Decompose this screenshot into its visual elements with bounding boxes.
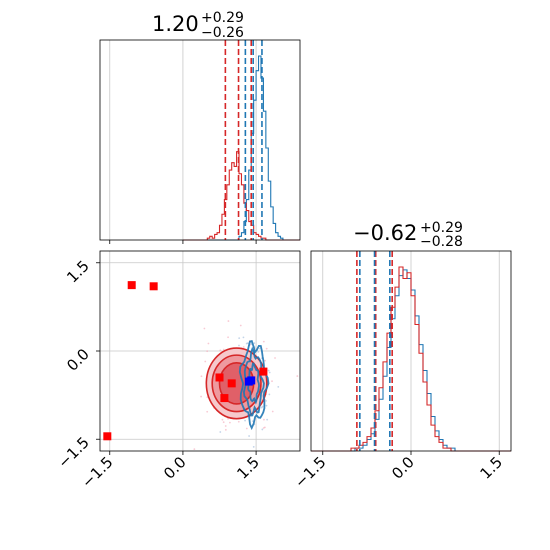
sample-red-29 <box>203 327 206 330</box>
sample-red-98 <box>271 410 274 413</box>
axis-ticks: −1.5 0.0 1.5 −1.5 0.0 1.5 −1.5 0.0 1.5 <box>54 240 506 492</box>
sample-red-194 <box>200 395 202 398</box>
sample-blue-3 <box>219 431 222 433</box>
joint-xtick-label-1: 0.0 <box>160 453 190 483</box>
sample-red-227 <box>245 427 248 430</box>
title-1-value: 1.20 <box>152 12 199 36</box>
sample-red-21 <box>206 350 209 353</box>
marker-red-6 <box>259 367 268 376</box>
sample-red-148 <box>200 375 203 378</box>
sample-red-26 <box>271 380 273 383</box>
sample-red-219 <box>263 426 266 429</box>
joint-ytick-label-1: 0.0 <box>63 345 93 375</box>
sample-blue-80 <box>246 342 249 345</box>
hist1-series-red <box>182 151 300 241</box>
marker-red-3 <box>215 373 224 382</box>
sample-blue-91 <box>266 418 269 421</box>
sample-red-196 <box>222 348 225 351</box>
hist1-frame <box>99 39 301 241</box>
sample-blue-78 <box>257 351 260 353</box>
joint-2d-panel <box>99 250 301 466</box>
title-2-plus: +0.29 <box>420 220 463 236</box>
sample-blue-192 <box>265 400 267 402</box>
title-2-minus: −0.28 <box>420 234 463 250</box>
sample-red-246 <box>264 359 267 362</box>
sample-red-62 <box>227 320 230 322</box>
sample-red-220 <box>239 324 242 327</box>
marker-red-4 <box>227 379 236 388</box>
sample-blue-163 <box>268 371 271 374</box>
sample-red-23 <box>219 349 222 352</box>
sample-red-210 <box>227 417 229 420</box>
sample-red-231 <box>222 421 225 424</box>
sample-blue-164 <box>244 419 246 422</box>
joint-ytick-label-0: −1.5 <box>54 433 92 471</box>
sample-blue-184 <box>268 393 271 396</box>
sample-blue-22 <box>248 435 250 437</box>
sample-red-256 <box>224 425 227 427</box>
sample-red-215 <box>207 342 210 345</box>
hist2-xtick-label-1: 0.0 <box>388 453 418 483</box>
sample-red-106 <box>265 347 268 350</box>
sample-red-200 <box>227 336 229 339</box>
sample-blue-128 <box>250 463 253 466</box>
sample-red-0 <box>296 375 299 377</box>
sample-blue-62 <box>261 428 264 431</box>
sample-blue-51 <box>267 369 270 372</box>
joint-ytick-label-2: 1.5 <box>63 257 93 287</box>
sample-red-79 <box>274 357 276 359</box>
sample-blue-14 <box>238 344 240 347</box>
contour-blue-2 <box>238 340 270 431</box>
title-2-value: −0.62 <box>353 221 417 245</box>
sample-red-86 <box>206 410 209 413</box>
title-1-plus: +0.29 <box>201 10 244 26</box>
sample-red-204 <box>263 418 265 421</box>
marker-red-0 <box>103 432 112 441</box>
marker-red-5 <box>220 394 229 403</box>
title-1-minus: −0.26 <box>201 25 244 41</box>
sample-blue-106 <box>253 342 256 345</box>
sample-red-213 <box>193 448 196 451</box>
title-param-2: −0.62 +0.29 −0.28 <box>353 220 463 250</box>
hist2-xtick-label-0: −1.5 <box>291 453 329 491</box>
marker-blue-1 <box>247 376 256 385</box>
sample-red-5 <box>237 420 240 423</box>
sample-blue-65 <box>277 385 280 388</box>
sample-blue-61 <box>258 347 261 350</box>
sample-red-244 <box>229 421 231 424</box>
sample-blue-63 <box>260 406 263 409</box>
sample-red-170 <box>204 360 207 363</box>
joint-xtick-label-0: −1.5 <box>78 453 116 491</box>
sample-blue-85 <box>238 337 241 339</box>
histogram-param-2-panel <box>310 250 512 452</box>
sample-red-53 <box>262 340 265 343</box>
sample-red-214 <box>221 418 224 421</box>
sample-blue-187 <box>252 446 255 448</box>
sample-red-93 <box>242 346 245 348</box>
joint-xtick-label-2: 1.5 <box>233 453 263 483</box>
hist2-xtick-label-2: 1.5 <box>476 453 506 483</box>
sample-blue-28 <box>265 404 268 407</box>
sample-red-187 <box>224 428 227 431</box>
hist1-series-blue <box>182 55 300 241</box>
title-param-1: 1.20 +0.29 −0.26 <box>152 10 244 41</box>
marker-red-2 <box>149 282 158 291</box>
sample-blue-169 <box>242 336 245 339</box>
marker-red-1 <box>127 281 136 290</box>
histogram-param-1-panel <box>99 39 301 241</box>
